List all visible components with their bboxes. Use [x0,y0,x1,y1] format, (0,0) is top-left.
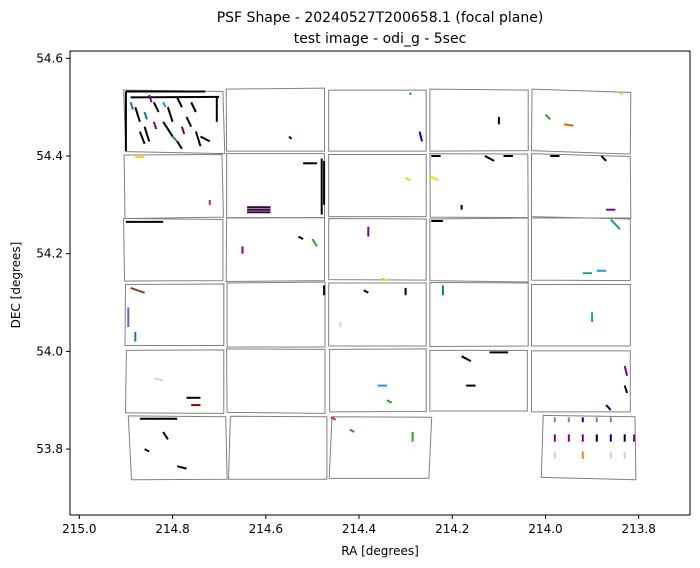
psf-segment-48 [610,218,621,230]
psf-segment-10 [185,116,193,128]
ccd-outline-18 [328,282,427,347]
ccd-outline-5 [530,88,632,155]
ccd-outline-6 [123,153,224,220]
psf-segment-64 [623,385,629,394]
psf-segment-96 [544,113,551,121]
psf-segment-65 [605,404,612,411]
ccd-outline-28 [328,416,433,479]
psf-segment-97 [563,123,574,127]
psf-segment-7 [152,101,160,113]
ccd-outline-14 [429,217,529,283]
chart-title: PSF Shape - 20240527T200658.1 (focal pla… [217,10,544,26]
ccd-outline-25 [531,350,631,413]
psf-segment-98 [288,135,293,140]
psf-segment-16 [176,140,183,150]
y-tick-label-3: 54.2 [36,247,63,261]
ccd-outline-13 [328,217,427,281]
psf-segment-9 [176,96,183,108]
psf-segment-8 [162,121,174,138]
ccd-outline-8 [328,154,427,218]
y-tick-label-1: 53.8 [36,442,63,456]
psf-segment-33 [484,155,495,162]
y-tick-label-2: 54.0 [36,344,63,358]
ccd-outline-24 [429,349,528,412]
ccd-outline-22 [226,348,326,414]
psf-segment-76 [349,428,355,433]
psf-segment-99 [619,91,624,96]
psf-segment-14 [190,101,197,113]
psf-segment-94 [418,131,423,142]
y-tick-label-4: 54.4 [36,149,63,163]
psf-segment-75 [330,416,337,421]
ccd-outline-27 [227,415,328,480]
ccd-outline-23 [329,348,427,413]
psf-segment-55 [363,289,369,294]
y-tick-label-5: 54.6 [36,51,63,65]
ccd-outline-17 [226,281,326,348]
psf-segment-51 [130,286,145,294]
ccd-outline-9 [429,153,529,219]
psf-segment-5 [134,106,141,123]
ccd-outline-20 [531,284,631,347]
x-tick-label-3: 214.6 [249,522,283,536]
psf-segment-72 [162,431,169,440]
ccd-outline-4 [429,88,529,152]
ccd-outline-2 [225,87,325,152]
psf-segment-47 [381,277,388,282]
ccd-outline-10 [531,153,632,220]
psf-segment-6 [143,126,151,142]
psf-segment-22 [180,126,186,135]
ccd-outlines [123,87,637,481]
psf-segment-36 [428,174,439,182]
psf-segment-39 [600,155,607,162]
x-tick-label-5: 214.2 [435,522,469,536]
psf-segment-12 [138,131,146,145]
psf-segment-18 [129,101,134,110]
ccd-outline-26 [127,415,228,481]
ccd-outline-3 [328,89,427,152]
psf-segment-74 [176,465,187,470]
psf-segment-63 [623,365,629,377]
ccd-outline-21 [124,349,225,414]
psf-segment-23 [143,111,148,120]
x-tick-label-7: 213.8 [622,522,656,536]
psf-segment-45 [311,238,318,247]
y-axis-label: DEC [degrees] [9,242,23,329]
psf-segment-44 [297,235,304,240]
psf-segment-19 [152,121,158,130]
psf-segment-17 [148,94,153,103]
ccd-outline-12 [225,217,325,283]
psf-segment-20 [162,101,167,108]
psf-segment-15 [200,135,211,143]
ccd-outline-11 [123,217,224,282]
x-tick-label-2: 214.8 [155,522,189,536]
psf-segment-21 [171,135,178,143]
psf-segment-61 [461,355,472,362]
ccd-outline-15 [531,217,631,282]
ccd-outline-1 [123,89,226,155]
ccd-outline-19 [429,281,529,348]
x-tick-label-1: 215.0 [62,522,96,536]
psf-segment-11 [194,131,202,147]
x-axis-label: RA [degrees] [341,544,419,558]
psf-segment-73 [144,448,150,453]
x-axis-ticks: 215.0 214.8 214.6 214.4 214.2 214.0 213.8 [62,515,656,536]
ccd-outline-16 [124,283,225,346]
psf-segments [124,90,636,470]
psf-segment-37 [405,177,411,182]
plot-area-frame [69,50,691,516]
chart-subtitle: test image - odi_g - 5sec [294,31,467,47]
ccd-outline-29 [540,414,637,481]
psf-segment-70 [386,399,393,404]
psf-segment-13 [166,106,174,123]
psf-segment-2 [130,95,220,99]
x-tick-label-6: 214.0 [528,522,562,536]
x-tick-label-4: 214.4 [342,522,376,536]
psf-segment-66 [153,377,164,382]
y-axis-ticks: 53.8 54.0 54.2 54.4 54.6 [36,51,70,456]
